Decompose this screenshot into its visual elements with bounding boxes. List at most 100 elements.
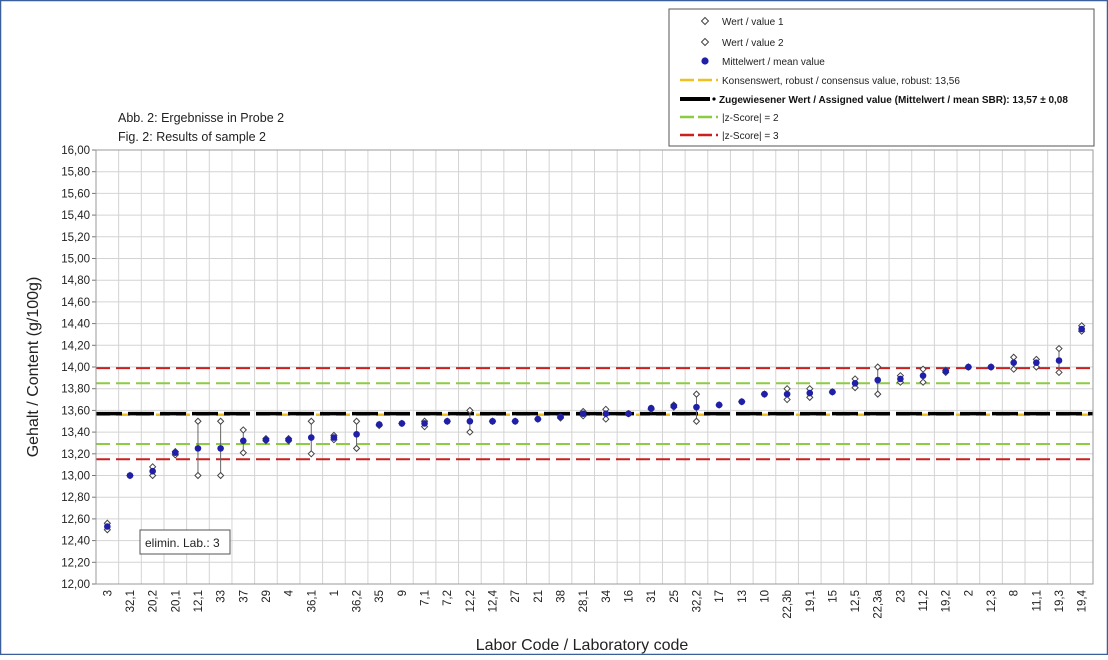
elimin-label: elimin. Lab.: 3 xyxy=(145,536,220,550)
x-tick-label: 33 xyxy=(216,590,228,603)
legend-value1-label: Wert / value 1 xyxy=(722,17,784,28)
value1-point xyxy=(239,426,247,434)
x-tick-label: 2 xyxy=(963,590,975,596)
y-tick-label: 12,60 xyxy=(61,514,90,526)
value1-point xyxy=(692,390,701,398)
mean-point xyxy=(466,417,474,425)
mean-point xyxy=(375,421,383,428)
mean-point xyxy=(1055,357,1063,364)
value2-point xyxy=(307,450,315,458)
caption-german: Abb. 2: Ergebnisse in Probe 2 xyxy=(118,111,284,125)
y-tick-label: 14,40 xyxy=(61,319,90,331)
mean-point xyxy=(1033,359,1040,366)
y-tick-label: 13,20 xyxy=(61,449,90,461)
legend-z2-label: |z-Score| = 2 xyxy=(722,113,779,124)
x-tick-label: 12,1 xyxy=(193,590,205,612)
x-tick-label: 32,2 xyxy=(691,590,703,612)
x-axis-label: Labor Code / Laboratory code xyxy=(476,637,689,654)
value2-point xyxy=(783,395,791,404)
mean-point xyxy=(194,445,202,452)
x-tick-label: 25 xyxy=(669,590,681,603)
value2-point xyxy=(602,415,610,423)
caption-english: Fig. 2: Results of sample 2 xyxy=(118,130,266,144)
x-tick-label: 21 xyxy=(533,590,545,603)
x-tick-label: 35 xyxy=(374,590,386,603)
mean-point xyxy=(217,445,224,452)
x-tick-label: 12,2 xyxy=(465,590,477,612)
y-tick-label: 16,00 xyxy=(61,145,90,157)
x-tick-label: 11,2 xyxy=(918,590,930,612)
value1-point xyxy=(216,417,225,425)
mean-point xyxy=(942,368,950,375)
legend-assigned-label: Zugewiesener Wert / Assigned value (Mitt… xyxy=(719,95,1068,106)
value2-point xyxy=(692,417,701,425)
reference-lines xyxy=(96,367,1093,461)
x-tick-label: 22,3b xyxy=(782,590,794,619)
value1-point xyxy=(194,417,202,425)
x-tick-labels: 3 32,1 20,2 20,1 12,1 33 37 29 4 36,1 1 36,2 35 9 7,1 7… xyxy=(102,589,1088,618)
x-tick-label: 19,4 xyxy=(1077,589,1089,612)
legend-value1-marker xyxy=(700,16,710,26)
mean-point xyxy=(421,420,428,427)
mean-point xyxy=(307,434,315,441)
mean-point xyxy=(670,402,678,410)
x-tick-label: 29 xyxy=(261,590,273,603)
y-tick-label: 15,40 xyxy=(61,210,90,222)
mean-point xyxy=(285,436,292,443)
x-tick-label: 7,2 xyxy=(442,590,454,606)
value2-point xyxy=(466,428,474,436)
x-tick-label: 23 xyxy=(895,590,907,603)
y-tick-label: 13,80 xyxy=(61,384,90,396)
mean-point xyxy=(443,417,451,425)
x-tick-label: 34 xyxy=(601,589,613,602)
x-tick-label: 1 xyxy=(329,590,341,596)
value2-point xyxy=(239,449,247,457)
value1-point xyxy=(466,406,474,415)
y-tick-label: 12,80 xyxy=(61,492,90,504)
y-axis-label: Gehalt / Content (g/100g) xyxy=(25,277,42,458)
mean-point xyxy=(693,403,700,411)
x-tick-label: 11,1 xyxy=(1031,590,1043,612)
value2-point xyxy=(352,444,361,453)
mean-point xyxy=(534,415,542,423)
value2-point xyxy=(874,390,882,398)
value1-point xyxy=(352,417,361,425)
value2-point xyxy=(1055,368,1063,377)
legend: Wert / value 1 Wert / value 2 Mittelwert… xyxy=(668,8,1095,147)
mean-point xyxy=(511,417,519,425)
value2-point xyxy=(919,378,927,386)
x-tick-label: 36,1 xyxy=(306,590,318,612)
x-tick-label: 7,1 xyxy=(420,590,432,606)
value2-point xyxy=(194,471,202,480)
mean-point xyxy=(897,375,904,383)
x-tick-label: 12,3 xyxy=(986,590,998,612)
mean-point xyxy=(557,413,564,421)
mean-point xyxy=(806,389,814,397)
data-points xyxy=(103,322,1086,534)
x-tick-label: 22,3a xyxy=(873,589,885,618)
x-tick-label: 19,2 xyxy=(941,590,953,612)
x-tick-label: 13 xyxy=(737,590,749,603)
value1-point xyxy=(307,417,315,425)
legend-box xyxy=(668,8,1095,147)
x-tick-label: 17 xyxy=(714,590,726,603)
y-tick-label: 14,80 xyxy=(61,275,90,287)
legend-value2-marker xyxy=(700,37,710,47)
mean-point xyxy=(829,388,836,396)
mean-point xyxy=(172,449,179,457)
x-tick-label: 20,2 xyxy=(148,590,160,612)
y-tick-label: 15,60 xyxy=(61,188,90,200)
x-tick-label: 12,5 xyxy=(850,590,862,612)
y-tick-label: 13,00 xyxy=(61,471,90,483)
x-tick-label: 19,3 xyxy=(1054,590,1066,612)
x-tick-label: 37 xyxy=(238,590,250,603)
mean-point xyxy=(1010,359,1017,366)
mean-point xyxy=(851,379,859,387)
mean-point xyxy=(489,417,496,425)
x-tick-label: 19,1 xyxy=(805,590,817,612)
mean-point xyxy=(239,437,247,445)
legend-z3-label: |z-Score| = 3 xyxy=(722,131,779,142)
mean-point xyxy=(783,390,791,398)
